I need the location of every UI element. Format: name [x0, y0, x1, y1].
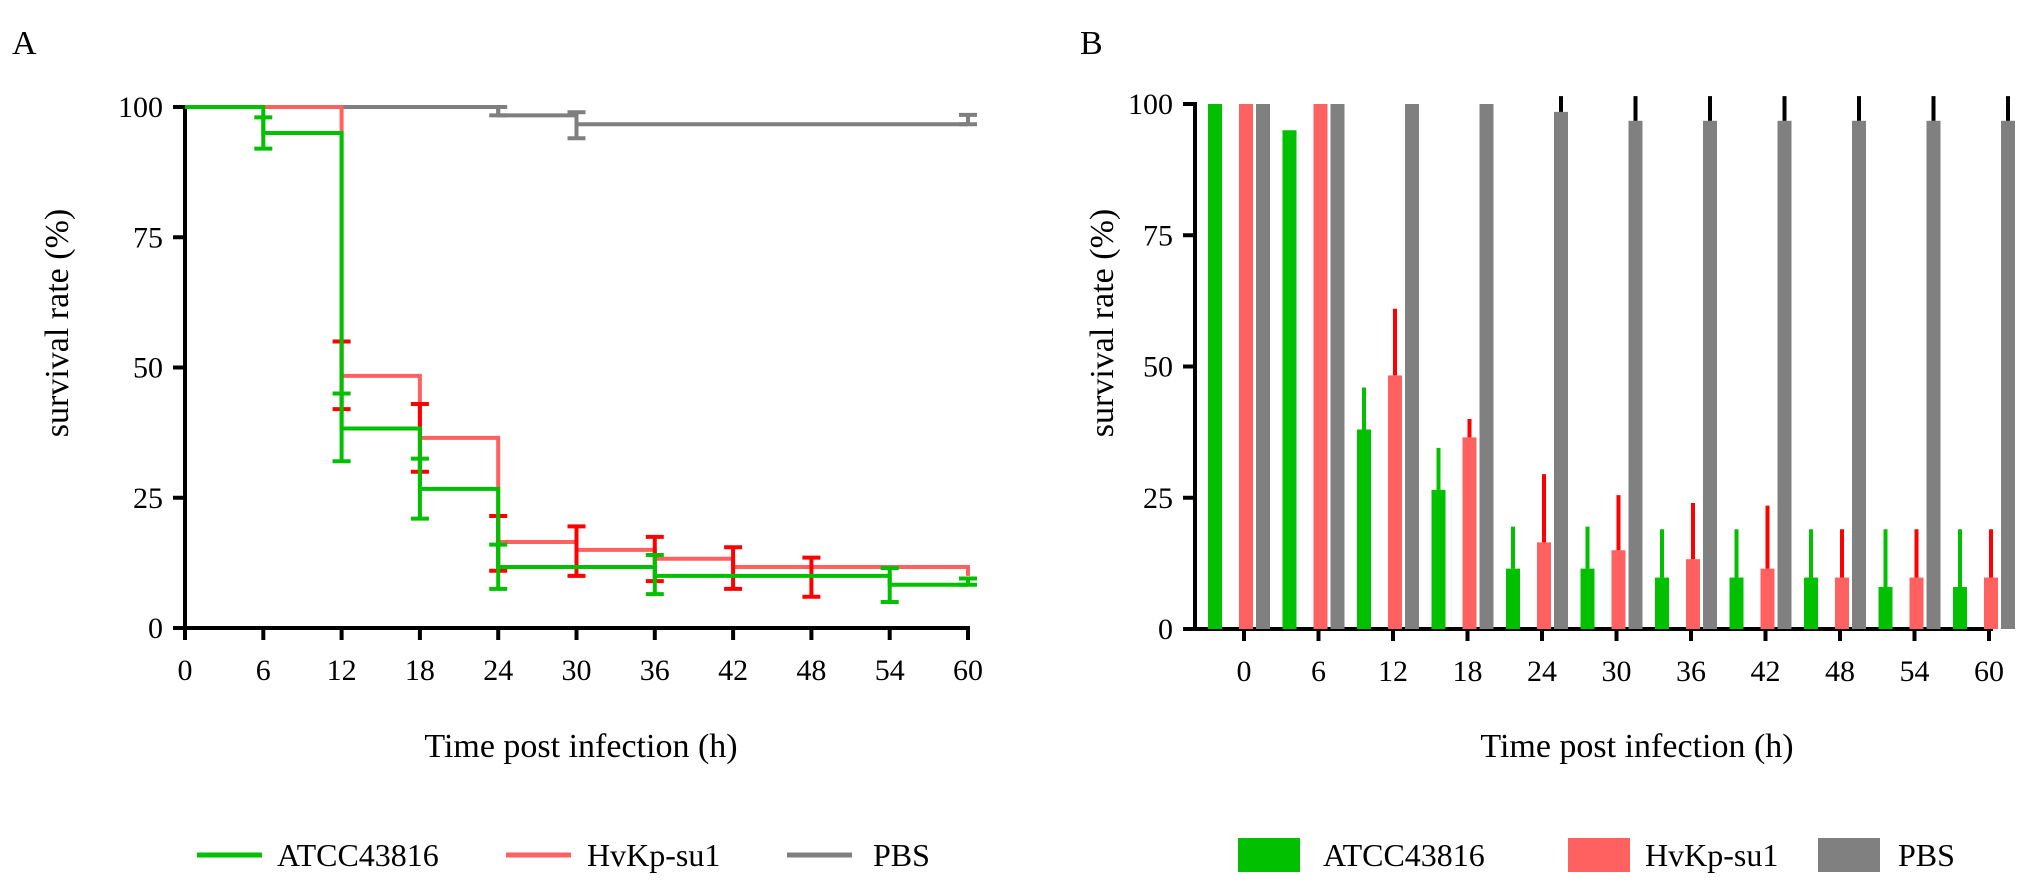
series-line-hvkp-su1 [185, 105, 970, 576]
bar-atcc43816-48 [1804, 577, 1818, 629]
panel-b-x-tick-label: 60 [1974, 655, 2004, 688]
bar-hvkp-su1-60 [1984, 577, 1998, 629]
panel-a-x-tick-label: 12 [327, 654, 357, 687]
series-line-pbs [185, 105, 968, 127]
panel-b-x-tick-label: 36 [1676, 655, 1706, 688]
bar-hvkp-su1-42 [1760, 568, 1775, 629]
bar-hvkp-su1-6 [1313, 104, 1328, 629]
panel-b-legend: ATCC43816 HvKp-su1 PBS [1238, 837, 1955, 873]
panel-a-y-tick-label: 100 [118, 91, 163, 124]
panel-b-x-axis-title: Time post infection (h) [1480, 728, 1793, 765]
panel-b-y-tick-label: 50 [1143, 351, 1173, 384]
panel-a-x-tick-label: 54 [875, 654, 905, 687]
bar-hvkp-su1-18 [1462, 437, 1477, 629]
bar-pbs-6 [1330, 104, 1345, 629]
legend-b-swatch-pbs [1818, 838, 1880, 872]
panel-b-x-tick-label: 18 [1453, 655, 1483, 688]
bar-atcc43816-0 [1208, 104, 1222, 629]
panel-a-y-tick-label: 50 [133, 352, 163, 385]
bar-pbs-42 [1777, 120, 1792, 630]
bar-atcc43816-18 [1431, 489, 1446, 629]
legend-a-label-pbs: PBS [873, 837, 930, 873]
panel-b-y-tick-label: 25 [1143, 482, 1173, 515]
legend-b-label-pbs: PBS [1898, 837, 1955, 873]
panel-a-survival-curve: A 0 25 50 75 100 0 6 12 18 24 30 36 42 48 54 60 surviva… [12, 25, 983, 765]
panel-b-x-tick-label: 24 [1527, 655, 1557, 688]
bar-pbs-24 [1554, 111, 1568, 629]
bar-atcc43816-24 [1506, 568, 1520, 629]
panel-a-legend: ATCC43816 HvKp-su1 PBS [197, 837, 930, 873]
panel-a-x-tick-label: 60 [953, 654, 983, 687]
bar-pbs-54 [1926, 120, 1941, 630]
panel-a-x-tick-label: 18 [405, 654, 435, 687]
panel-a-x-axis-title: Time post infection (h) [424, 728, 737, 765]
panel-a-y-tick-label: 25 [133, 482, 163, 515]
panel-b-x-tick-label: 48 [1825, 655, 1855, 688]
panel-a-axes: 0 25 50 75 100 0 6 12 18 24 30 36 42 48 54 60 [118, 91, 983, 687]
panel-b-y-tick-label: 0 [1158, 613, 1173, 646]
bar-hvkp-su1-24 [1537, 542, 1551, 629]
panel-a-y-axis-title: survival rate (%) [39, 209, 76, 437]
panel-b-y-axis-title: survival rate (%) [1084, 209, 1121, 437]
bar-pbs-48 [1852, 120, 1866, 630]
bar-hvkp-su1-54 [1909, 577, 1924, 629]
bar-hvkp-su1-36 [1686, 559, 1700, 629]
bar-hvkp-su1-0 [1239, 104, 1253, 629]
bar-pbs-12 [1405, 104, 1419, 629]
panel-a-series [185, 105, 977, 604]
panel-b-survival-bars: B 0 25 50 75 100 0 6 12 18 24 30 36 42 48 54 60 surviva… [1080, 25, 2015, 765]
panel-a-x-tick-label: 36 [640, 654, 670, 687]
series-line-atcc43816 [185, 105, 968, 587]
bar-pbs-30 [1628, 120, 1643, 630]
panel-b-x-tick-label: 0 [1237, 655, 1252, 688]
bar-pbs-0 [1256, 104, 1270, 629]
bar-pbs-36 [1703, 120, 1717, 630]
legend-b-swatch-hvkp-su1 [1568, 838, 1630, 872]
bar-atcc43816-30 [1580, 568, 1595, 629]
panel-a-label: A [12, 25, 37, 62]
panel-b-x-tick-label: 12 [1378, 655, 1408, 688]
bar-atcc43816-60 [1953, 587, 1967, 629]
panel-a-x-tick-label: 30 [562, 654, 592, 687]
legend-b-label-hvkp-su1: HvKp-su1 [1645, 837, 1778, 873]
bar-atcc43816-42 [1729, 577, 1744, 629]
panel-b-bars [1208, 96, 2015, 630]
panel-b-x-tick-label: 42 [1751, 655, 1781, 688]
bar-hvkp-su1-30 [1611, 550, 1626, 629]
panel-b-label: B [1080, 25, 1103, 62]
bar-atcc43816-54 [1878, 587, 1893, 629]
bar-atcc43816-36 [1655, 577, 1669, 629]
bar-atcc43816-6 [1282, 130, 1297, 629]
legend-b-swatch-atcc43816 [1238, 838, 1300, 872]
panel-a-x-tick-label: 24 [483, 654, 513, 687]
legend-a-label-atcc43816: ATCC43816 [277, 837, 439, 873]
panel-a-y-tick-label: 0 [148, 612, 163, 645]
panel-a-y-tick-label: 75 [133, 221, 163, 254]
bar-pbs-60 [2001, 120, 2015, 630]
legend-a-label-hvkp-su1: HvKp-su1 [587, 837, 720, 873]
panel-b-x-tick-label: 54 [1900, 655, 1930, 688]
legend-b-label-atcc43816: ATCC43816 [1323, 837, 1485, 873]
bar-pbs-18 [1479, 104, 1494, 629]
panel-b-x-tick-label: 6 [1311, 655, 1326, 688]
bar-hvkp-su1-48 [1835, 577, 1849, 629]
bar-hvkp-su1-12 [1388, 375, 1402, 629]
bar-atcc43816-12 [1357, 429, 1371, 629]
panel-b-y-tick-label: 100 [1128, 88, 1173, 121]
panel-a-x-tick-label: 42 [718, 654, 748, 687]
panel-a-x-tick-label: 48 [796, 654, 826, 687]
panel-a-x-tick-label: 6 [256, 654, 271, 687]
panel-b-y-tick-label: 75 [1143, 219, 1173, 252]
panel-b-x-tick-label: 30 [1602, 655, 1632, 688]
panel-a-x-tick-label: 0 [178, 654, 193, 687]
